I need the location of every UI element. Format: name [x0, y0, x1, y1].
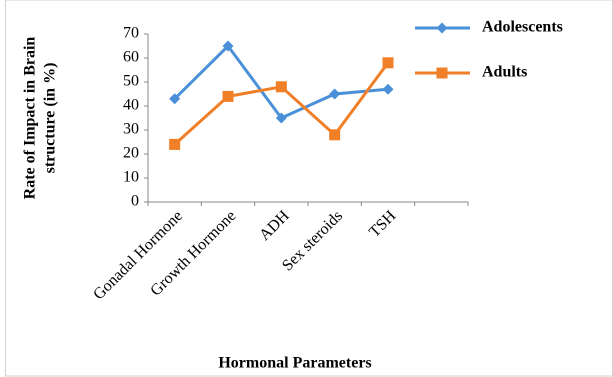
marker	[275, 81, 287, 93]
marker	[275, 112, 287, 124]
marker	[329, 129, 341, 141]
y-axis-label: structure (in %)	[42, 63, 59, 174]
marker	[436, 67, 448, 79]
marker	[222, 40, 234, 52]
x-tick-label: TSH	[366, 207, 400, 241]
marker	[382, 57, 394, 69]
legend-label: Adolescents	[482, 19, 563, 36]
y-tick-label: 70	[123, 25, 139, 42]
marker	[329, 88, 341, 100]
y-tick-label: 40	[123, 97, 139, 114]
y-tick-label: 20	[123, 145, 139, 162]
frame	[5, 0, 613, 377]
marker	[169, 138, 181, 150]
x-tick-label: ADH	[256, 207, 293, 244]
x-axis-label: Hormonal Parameters	[218, 355, 371, 372]
legend-label: Adults	[482, 64, 527, 81]
x-tick-label: Gonadal Hormone	[90, 207, 186, 303]
y-tick-label: 60	[123, 49, 139, 66]
y-tick-label: 0	[131, 193, 139, 210]
y-tick-label: 10	[123, 169, 139, 186]
marker	[382, 83, 394, 95]
y-tick-label: 30	[123, 121, 139, 138]
marker	[222, 90, 234, 102]
marker	[436, 22, 448, 34]
series-line	[173, 61, 390, 146]
y-tick-label: 50	[123, 73, 139, 90]
marker	[169, 93, 181, 105]
y-axis-label: Rate of Impact in Brain	[22, 37, 39, 200]
